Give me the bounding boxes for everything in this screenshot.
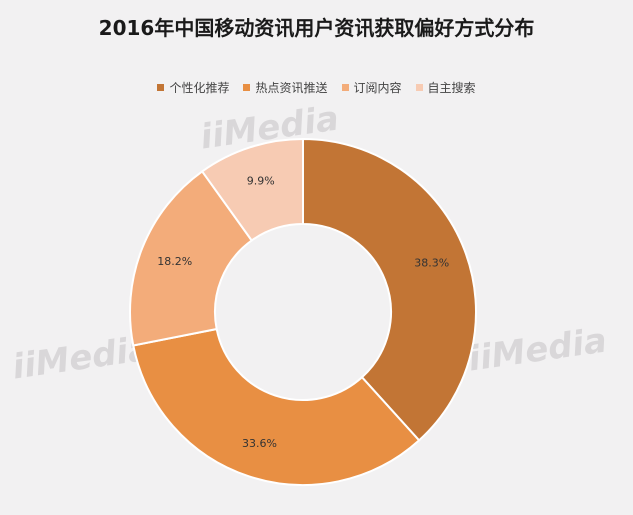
- slice-data-label: 9.9%: [247, 175, 275, 188]
- donut-slice: [302, 137, 477, 442]
- donut-slice: [200, 137, 304, 242]
- legend-label: 自主搜索: [427, 81, 476, 95]
- legend: 个性化推荐 热点资讯推送 订阅内容 自主搜索: [0, 79, 633, 96]
- legend-item: 热点资讯推送: [243, 79, 328, 96]
- legend-label: 热点资讯推送: [255, 81, 328, 95]
- chart-title: 2016年中国移动资讯用户资讯获取偏好方式分布: [98, 16, 535, 40]
- legend-item: 订阅内容: [341, 79, 402, 96]
- legend-swatch: [157, 84, 165, 91]
- legend-label: 订阅内容: [353, 81, 402, 95]
- donut-slice: [129, 170, 254, 347]
- slice-data-label: 33.6%: [242, 437, 277, 450]
- legend-swatch: [415, 84, 423, 91]
- slice-data-label: 18.2%: [157, 255, 192, 268]
- legend-label: 个性化推荐: [169, 81, 230, 95]
- donut-slice: [132, 327, 421, 486]
- legend-swatch: [243, 84, 251, 91]
- legend-swatch: [341, 84, 349, 91]
- slice-data-label: 38.3%: [414, 256, 449, 269]
- legend-item: 个性化推荐: [157, 79, 229, 96]
- legend-item: 自主搜索: [415, 79, 476, 96]
